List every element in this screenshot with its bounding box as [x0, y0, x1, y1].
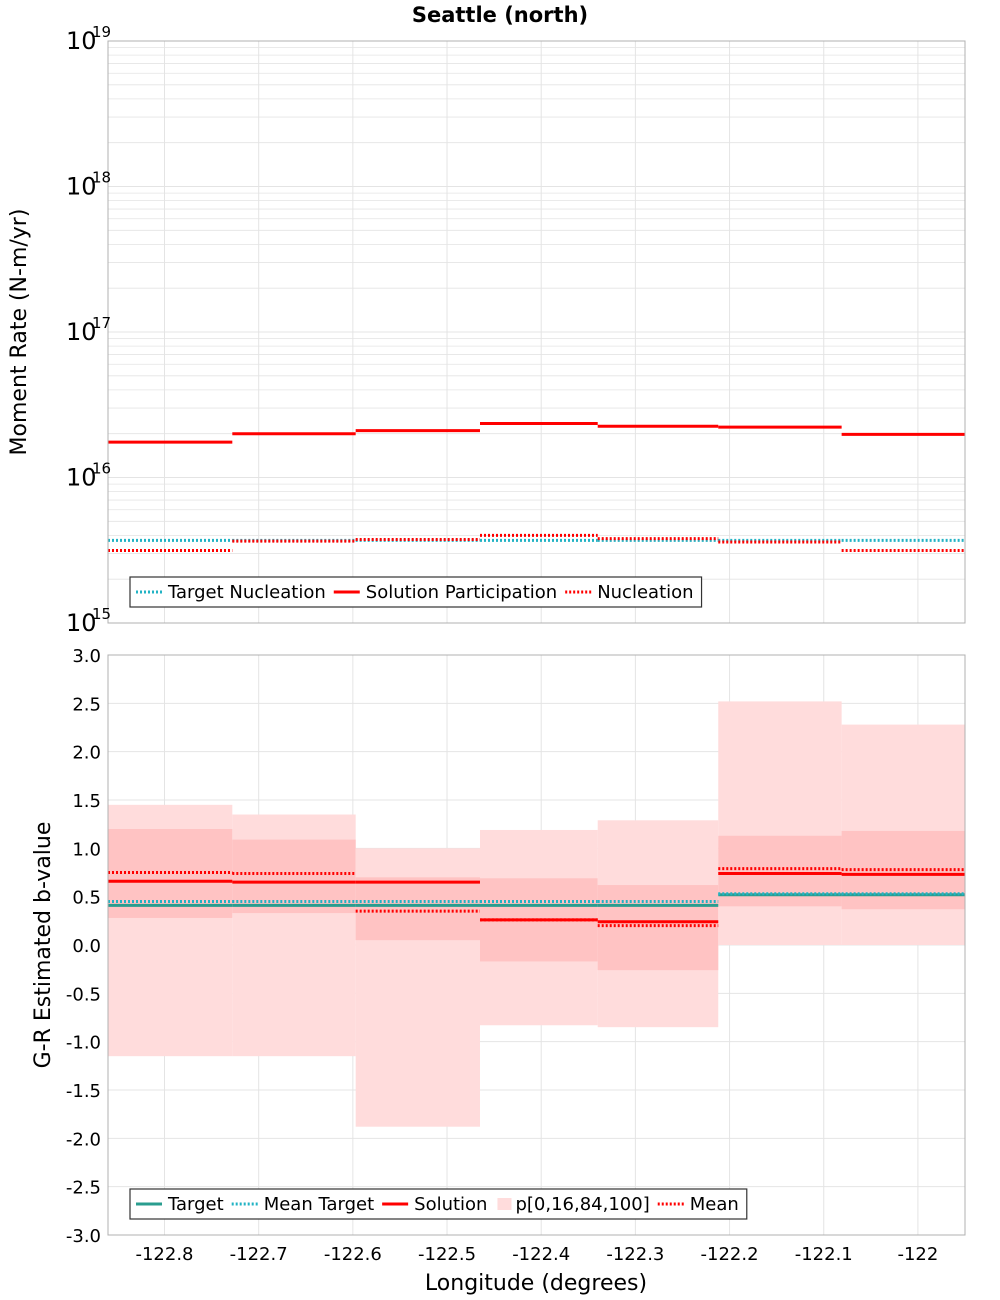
x-tick-label: -122.3 — [606, 1244, 664, 1265]
legend-label: Target Nucleation — [167, 582, 326, 603]
bottom-legend: Target Mean Target Solution p[0,16,84,100] M… — [129, 1188, 748, 1220]
x-tick-label: -122.8 — [135, 1244, 193, 1265]
bottom-y-tick-label: 0.5 — [72, 888, 101, 909]
bottom-y-ticks: 3.0 2.5 2.0 1.5 1.0 0.5 0.0 -0.5 -1.0 -1.5 -2.0 -2.… — [66, 646, 101, 1247]
top-series — [108, 422, 965, 552]
top-y-tick-exponent: 15 — [92, 605, 111, 623]
legend-label: Solution Participation — [366, 582, 557, 603]
bottom-y-tick-label: -2.5 — [66, 1178, 101, 1199]
bottom-y-tick-label: -2.0 — [66, 1129, 101, 1150]
top-y-tick-exponent: 19 — [92, 23, 111, 41]
legend-label: p[0,16,84,100] — [515, 1194, 649, 1215]
bottom-y-tick-label: 1.5 — [72, 791, 101, 812]
top-y-tick-base: 10 — [66, 27, 97, 55]
top-y-axis-label: Moment Rate (N-m/yr) — [7, 209, 32, 456]
top-y-tick-exponent: 17 — [92, 314, 111, 332]
b-value-panel: 3.0 2.5 2.0 1.5 1.0 0.5 0.0 -0.5 -1.0 -1.5 -2.0 -2.… — [31, 646, 966, 1296]
top-y-tick-base: 10 — [66, 464, 97, 492]
bottom-y-tick-label: -0.5 — [66, 984, 101, 1005]
bottom-y-tick-label: 3.0 — [72, 646, 101, 667]
x-tick-label: -122.4 — [512, 1244, 570, 1265]
band-inner — [355, 877, 480, 941]
percentile-bands — [108, 701, 965, 1127]
legend-label: Solution — [414, 1194, 487, 1215]
legend-swatch — [497, 1198, 512, 1210]
x-ticks: -122.8 -122.7 -122.6 -122.5 -122.4 -122.3 -122… — [135, 1244, 938, 1265]
bottom-y-tick-label: -3.0 — [66, 1226, 101, 1247]
legend-label: Mean — [690, 1194, 739, 1215]
top-y-tick-base: 10 — [66, 318, 97, 346]
bottom-y-tick-label: 2.5 — [72, 694, 101, 715]
bottom-plot-frame — [107, 654, 966, 1236]
top-plot-frame — [107, 40, 966, 624]
chart-title: Seattle (north) — [412, 3, 588, 27]
top-legend: Target Nucleation Solution Participation N… — [129, 576, 703, 608]
bottom-y-axis-label: G-R Estimated b-value — [31, 822, 56, 1069]
x-tick-label: -122.6 — [324, 1244, 382, 1265]
legend-box — [129, 576, 703, 608]
legend-label: Nucleation — [597, 582, 693, 603]
band-inner — [597, 885, 719, 971]
x-tick-label: -122.1 — [795, 1244, 853, 1265]
top-y-tick-base: 10 — [66, 173, 97, 201]
band-outer — [718, 701, 842, 945]
x-tick-label: -122.2 — [701, 1244, 759, 1265]
top-grid — [108, 41, 965, 624]
x-tick-label: -122.5 — [418, 1244, 476, 1265]
top-y-tick-exponent: 16 — [92, 460, 111, 478]
legend-label: Target — [167, 1194, 224, 1215]
bottom-y-tick-label: -1.5 — [66, 1081, 101, 1102]
top-y-tick-base: 10 — [66, 609, 97, 637]
bottom-series — [108, 867, 965, 928]
top-y-tick-exponent: 18 — [92, 169, 111, 187]
bottom-y-tick-label: 0.0 — [72, 936, 101, 957]
bottom-y-tick-label: 1.0 — [72, 839, 101, 860]
legend-label: Mean Target — [264, 1194, 374, 1215]
x-tick-label: -122 — [897, 1244, 938, 1265]
x-tick-label: -122.7 — [230, 1244, 288, 1265]
bottom-y-tick-label: 2.0 — [72, 743, 101, 764]
bottom-y-tick-label: -1.0 — [66, 1033, 101, 1054]
x-axis-label: Longitude (degrees) — [425, 1271, 647, 1296]
